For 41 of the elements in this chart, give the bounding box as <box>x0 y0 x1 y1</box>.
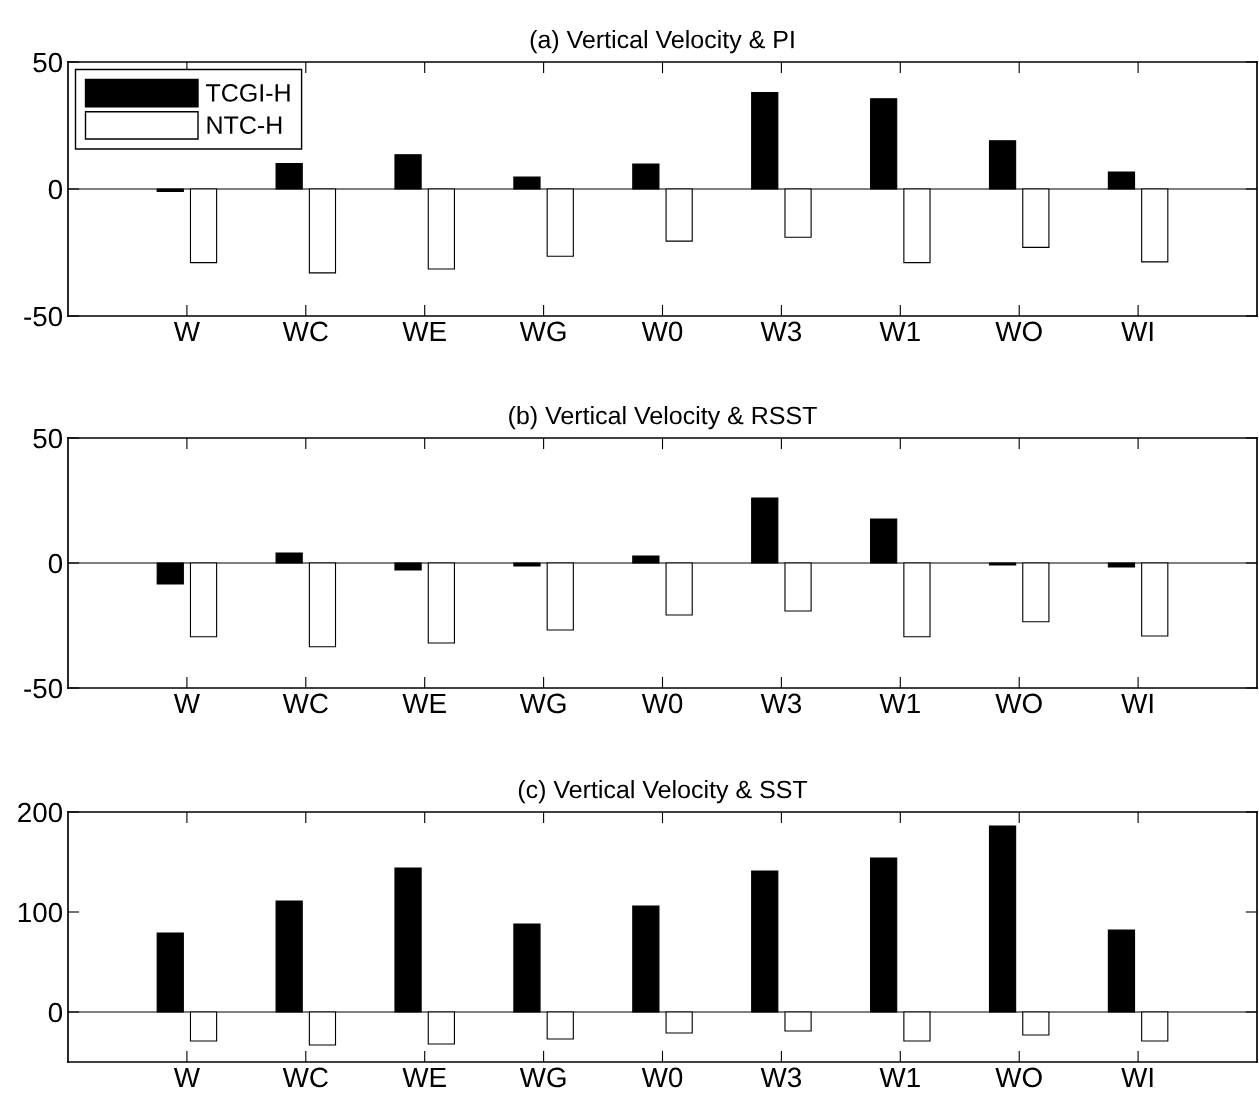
y-tick-label: 0 <box>48 179 63 200</box>
x-tick-label: WE <box>402 321 446 341</box>
x-tick-label: WO <box>995 321 1042 342</box>
y-tick-label: -50 <box>24 306 63 327</box>
y-tick-label: 200 <box>18 802 63 823</box>
x-tick-label: W1 <box>879 1067 920 1087</box>
x-tick-label: W <box>173 693 200 713</box>
x-tick-label: WG <box>519 321 566 342</box>
x-tick-label: WO <box>995 693 1042 714</box>
x-tick-label: WG <box>519 1067 566 1088</box>
x-tick-label: W3 <box>760 693 802 714</box>
x-tick-label: WG <box>519 693 566 714</box>
chart-title: (c) Vertical Velocity & SST <box>518 779 808 804</box>
x-tick-label: WI <box>1121 321 1153 341</box>
x-tick-label: W0 <box>641 693 683 714</box>
x-tick-label: WE <box>402 693 446 713</box>
x-tick-label: W0 <box>641 321 683 342</box>
x-tick-label: WO <box>995 1067 1042 1088</box>
chart-title: (b) Vertical Velocity & RSST <box>509 405 817 430</box>
x-tick-label: WI <box>1121 1067 1153 1087</box>
x-tick-label: W3 <box>760 1067 802 1088</box>
chart-title: (a) Vertical Velocity & PI <box>530 29 794 54</box>
x-tick-label: WC <box>282 1067 328 1088</box>
x-tick-label: W0 <box>641 1067 683 1088</box>
x-tick-label: W1 <box>879 693 920 713</box>
x-tick-label: W1 <box>879 321 920 341</box>
x-tick-label: W <box>173 1067 200 1087</box>
y-tick-label: 50 <box>33 428 63 449</box>
legend-label: NTC-H <box>207 116 282 134</box>
y-tick-label: -50 <box>24 678 63 699</box>
y-tick-label: 0 <box>48 553 63 574</box>
x-tick-label: WC <box>282 321 328 342</box>
x-tick-label: WE <box>402 1067 446 1087</box>
x-tick-label: W3 <box>760 321 802 342</box>
x-tick-label: WC <box>282 693 328 714</box>
x-tick-label: W <box>173 321 200 341</box>
y-tick-label: 50 <box>33 52 63 73</box>
y-tick-label: 100 <box>18 902 63 923</box>
y-tick-label: 0 <box>48 1002 63 1023</box>
legend-label: TCGI-H <box>206 84 290 102</box>
x-tick-label: WI <box>1121 693 1153 713</box>
